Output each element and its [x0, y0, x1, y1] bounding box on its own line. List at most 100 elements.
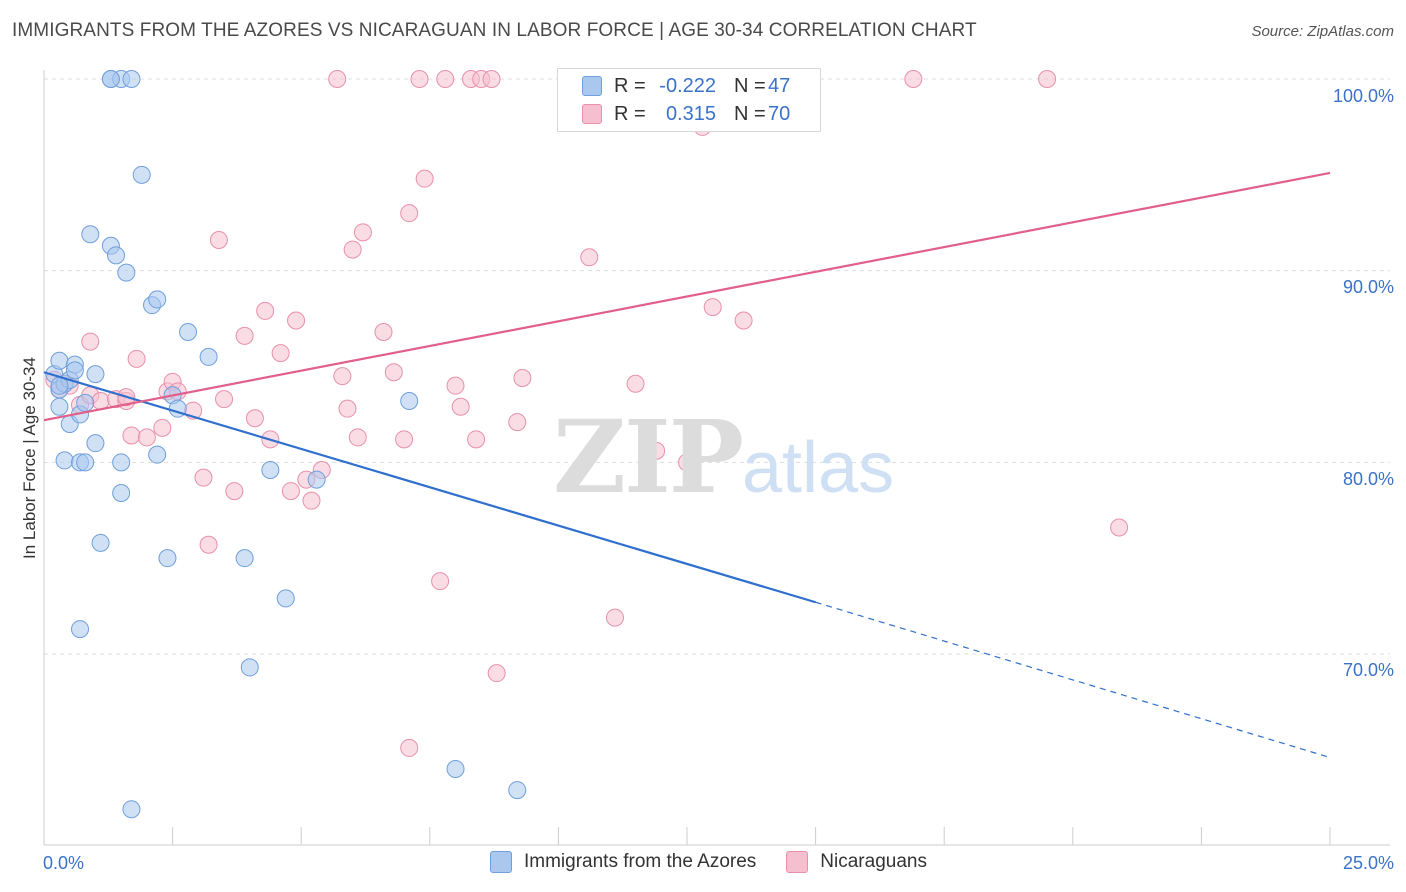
nicaraguan-point-68 — [1038, 70, 1057, 88]
legend-n-label: N = — [734, 74, 766, 97]
nicaraguan-point-23 — [225, 482, 244, 501]
nicaraguan-point-21 — [209, 231, 228, 249]
nicaraguan-point-42 — [395, 430, 414, 449]
legend-swatch-pink — [582, 104, 602, 124]
nicaraguan-point-69 — [1110, 518, 1129, 537]
nicaraguan-trend-line — [43, 171, 1331, 422]
azores-point-36 — [235, 549, 254, 568]
correlation-legend: R = -0.222 N = 47 R = 0.315 N = 70 — [557, 68, 821, 132]
azores-point-4 — [50, 351, 69, 370]
azores-point-2 — [50, 397, 69, 416]
nicaraguan-point-56 — [513, 369, 532, 387]
y-tick-label-80: 80.0% — [1342, 469, 1394, 489]
nicaraguan-point-55 — [508, 413, 527, 432]
nicaraguan-point-66 — [734, 311, 753, 330]
legend-n-label: N = — [734, 102, 766, 125]
azores-point-35 — [199, 347, 218, 366]
azores-point-27 — [132, 165, 151, 184]
nicaraguan-point-54 — [487, 664, 506, 683]
nicaraguan-point-28 — [271, 344, 290, 363]
azores-point-14 — [81, 225, 100, 244]
azores-point-29 — [148, 290, 167, 309]
azores-point-31 — [158, 549, 177, 568]
azores-point-12 — [76, 453, 95, 472]
x-tick-label-min: 0.0% — [43, 853, 85, 873]
nicaraguan-point-61 — [626, 374, 645, 393]
nicaraguan-point-13 — [137, 428, 156, 447]
legend-row-azores: R = -0.222 N = 47 — [582, 73, 790, 99]
legend-r-label: R = — [614, 102, 646, 125]
nicaraguan-point-20 — [199, 535, 218, 554]
azores-point-16 — [86, 365, 105, 384]
nicaraguan-point-43 — [400, 204, 419, 223]
azores-point-42 — [446, 760, 465, 778]
nicaraguan-point-32 — [302, 491, 321, 510]
series-swatch-blue — [490, 851, 512, 873]
azores-point-15 — [86, 434, 105, 453]
nicaraguan-point-24 — [235, 326, 254, 345]
series-swatch-pink — [786, 851, 809, 873]
azores-point-21 — [122, 70, 141, 88]
y-tick-label-70: 70.0% — [1342, 660, 1394, 680]
azores-trend-line — [43, 371, 816, 604]
nicaraguan-point-22 — [215, 390, 234, 409]
series-label-azores: Immigrants from the Azores — [524, 851, 757, 872]
chart-title: IMMIGRANTS FROM THE AZORES VS NICARAGUAN… — [12, 20, 977, 41]
source-label: Source: ZipAtlas.com — [1251, 23, 1394, 40]
nicaraguan-point-30 — [287, 311, 306, 330]
nicaraguan-point-34 — [328, 70, 347, 88]
nicaraguan-point-60 — [605, 608, 624, 627]
nicaraguan-point-19 — [194, 468, 213, 487]
nicaraguan-point-67 — [904, 70, 923, 88]
nicaraguan-point-40 — [374, 323, 393, 341]
legend-n-value: 70 — [768, 102, 791, 125]
watermark-zip: ZIP — [553, 398, 744, 516]
nicaraguan-point-41 — [384, 363, 403, 382]
nicaraguan-point-6 — [81, 332, 100, 351]
azores-point-30 — [148, 445, 167, 464]
azores-point-13 — [76, 393, 95, 412]
nicaraguan-point-59 — [580, 248, 599, 267]
series-label-nicaraguans: Nicaraguans — [820, 851, 927, 872]
azores-point-24 — [117, 263, 136, 282]
nicaraguan-point-36 — [338, 399, 357, 418]
nicaraguan-point-57 — [400, 738, 419, 757]
azores-point-43 — [508, 781, 527, 800]
legend-n-value: 47 — [768, 74, 791, 97]
nicaraguan-point-44 — [410, 70, 429, 88]
legend-swatch-blue — [582, 76, 602, 96]
legend-r-value: 0.315 — [665, 102, 716, 125]
nicaraguan-point-37 — [343, 240, 362, 259]
nicaraguan-point-62 — [647, 441, 666, 460]
azores-point-41 — [400, 392, 419, 410]
nicaraguan-point-65 — [703, 298, 722, 317]
nicaraguan-point-25 — [245, 409, 264, 428]
azores-point-25 — [112, 453, 131, 472]
nicaraguan-point-14 — [153, 418, 172, 437]
y-tick-label-90: 90.0% — [1342, 277, 1394, 297]
azores-point-34 — [179, 323, 198, 341]
nicaraguan-point-53 — [482, 70, 501, 88]
nicaraguan-point-51 — [467, 430, 486, 449]
azores-point-26 — [112, 484, 131, 502]
azores-point-9 — [65, 361, 84, 380]
series-legend-azores: Immigrants from the Azores — [490, 851, 756, 873]
watermark-atlas: atlas — [741, 428, 895, 508]
legend-r-value: -0.222 — [659, 74, 716, 97]
nicaraguan-point-47 — [436, 70, 455, 88]
series-legend-nicaraguans: Nicaraguans — [786, 851, 927, 873]
nicaraguan-point-7 — [91, 392, 110, 410]
y-axis-label: In Labor Force | Age 30-34 — [20, 357, 39, 559]
legend-row-nicaraguans: R = 0.315 N = 70 — [582, 101, 790, 127]
nicaraguan-point-48 — [446, 376, 465, 395]
nicaraguan-point-38 — [348, 428, 367, 447]
nicaraguan-point-45 — [415, 169, 434, 188]
nicaraguan-point-63 — [678, 453, 696, 472]
legend-r-label: R = — [614, 74, 646, 97]
azores-trend-extension — [815, 601, 1331, 759]
azores-point-44 — [122, 800, 141, 819]
azores-point-39 — [276, 589, 295, 608]
azores-point-38 — [261, 461, 280, 479]
azores-point-17 — [91, 533, 110, 552]
